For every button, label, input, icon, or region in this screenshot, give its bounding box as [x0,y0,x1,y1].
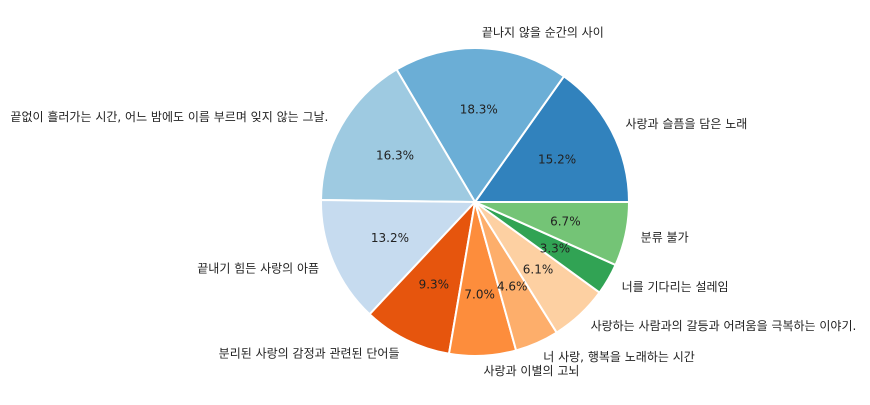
slice-percent-label: 15.2% [538,153,576,167]
pie-slice-3 [320,68,476,203]
slice-percent-label: 13.2% [371,231,409,245]
slice-label: 끝없이 흘러가는 시간, 어느 밤에도 이름 부르며 잊지 않는 그날. [10,110,328,124]
percent-labels: 15.2% 18.3% 16.3% 13.2% 9.3% 7.0%4.6% 6.1% 3.3%… [371,103,581,302]
pie-slice-4 [320,199,476,316]
slice-percent-label: 18.3% [460,103,498,117]
slice-percent-label: 6.7% [550,214,581,228]
slice-label: 사랑과 슬픔을 담은 노래 [625,117,747,131]
pie-slices [320,47,630,357]
slice-label: 사랑과 이별의 고뇌 [484,364,580,378]
slice-label: 끝내기 힘든 사랑의 아픔 [197,261,319,275]
pie-slice-5 [368,201,476,355]
slice-label: 분리된 사랑의 감정과 관련된 단어들 [219,347,400,361]
slice-label: 너를 기다리는 설레임 [622,280,729,294]
slice-label: 너 사랑, 행복을 노래하는 시간 [543,349,695,364]
pie-slice-1 [474,75,630,203]
slice-percent-label: 4.6% [497,280,528,294]
pie-slice-2 [395,47,565,203]
slice-label: 사랑하는 사람과의 갈등과 어려움을 극복하는 이야기. [591,319,857,333]
slice-label: 분류 불가 [641,230,689,244]
slice-percent-label: 6.1% [523,263,554,277]
slice-percent-label: 3.3% [540,241,571,255]
slice-percent-label: 16.3% [376,149,414,163]
slice-percent-label: 7.0% [464,287,495,301]
slice-percent-label: 9.3% [419,278,450,292]
slice-label: 끝나지 않을 순간의 사이 [482,26,604,40]
pie-slice-10 [474,201,630,266]
